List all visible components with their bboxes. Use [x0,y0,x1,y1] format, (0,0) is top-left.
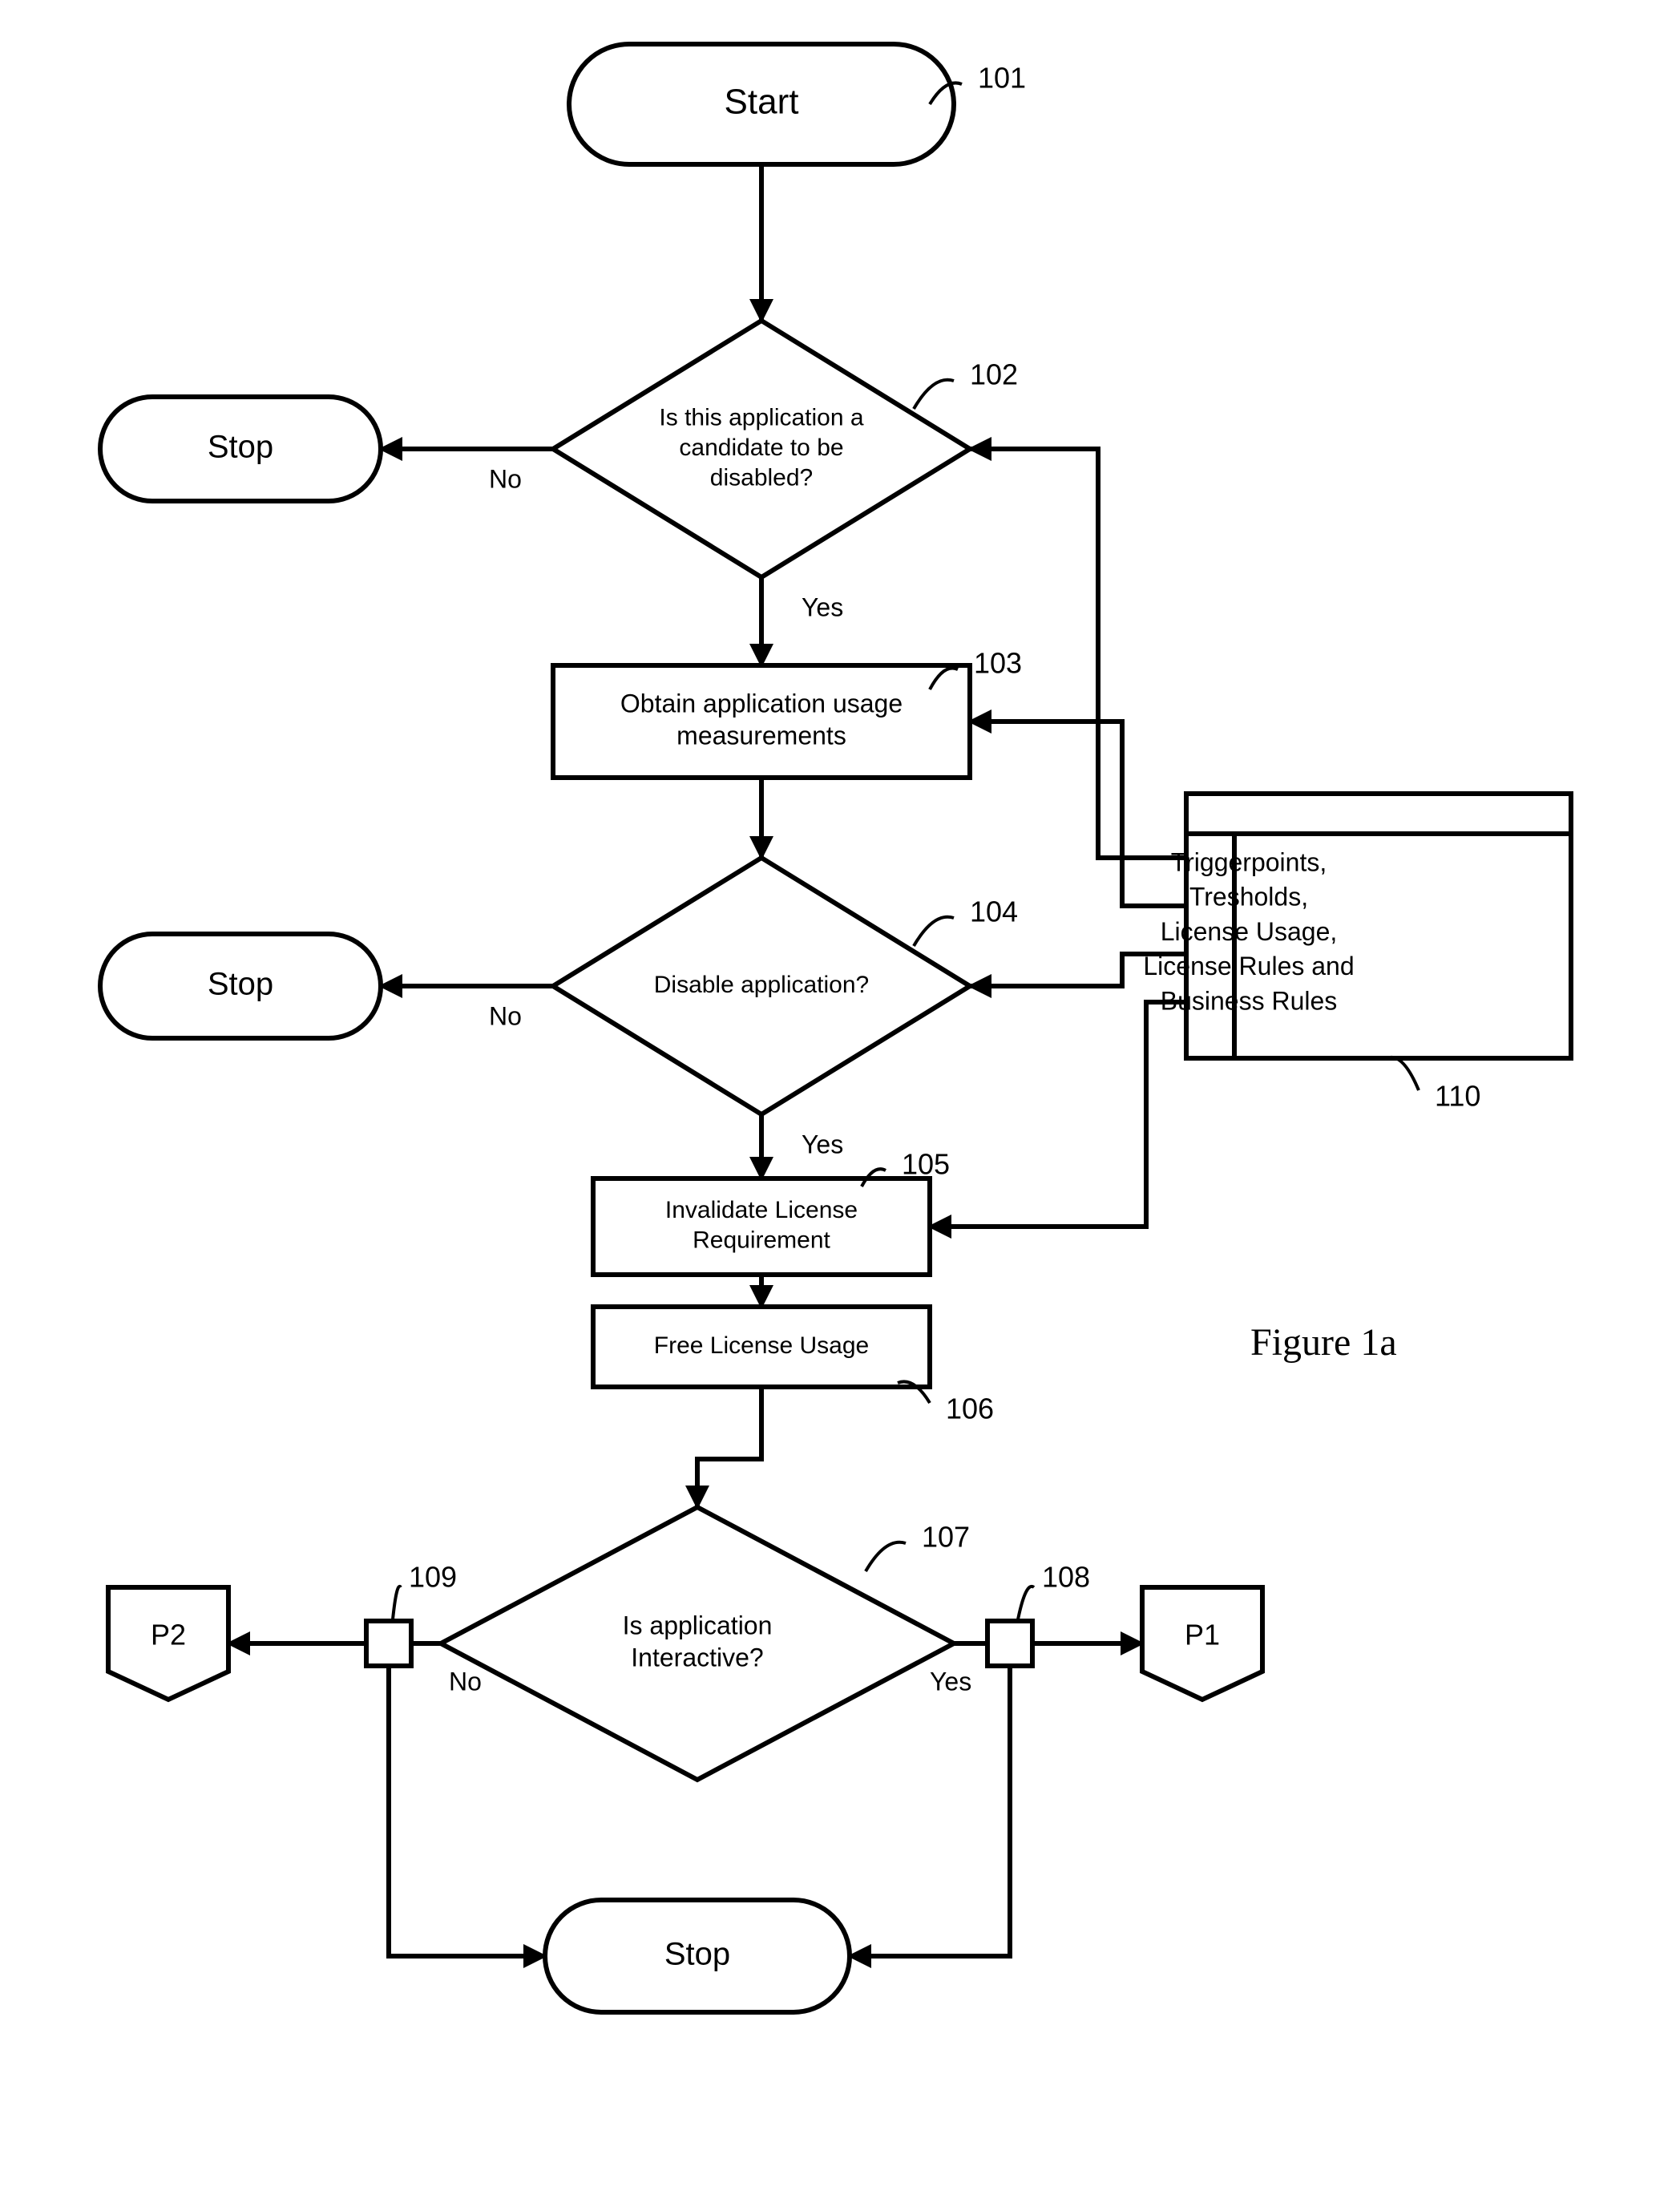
d104-text: Disable application? [654,972,870,998]
p105-text: Invalidate License [665,1197,858,1223]
c108-connector [987,1621,1032,1666]
edge-label: Yes [930,1667,971,1696]
edge-label: No [489,464,522,493]
figure-title: Figure 1a [1250,1321,1397,1364]
d107-text: Interactive? [631,1643,763,1672]
p1-label: P1 [1185,1619,1220,1651]
ref-102: 102 [970,358,1018,391]
edge-label: Yes [802,1130,843,1158]
edge-label: Yes [802,592,843,621]
ref-110: 110 [1435,1080,1480,1113]
edge-label: No [449,1667,482,1696]
d107-text: Is application [623,1611,773,1639]
ref-104: 104 [970,895,1018,928]
data110-text: License Rules and [1143,952,1354,980]
flow-edge [389,1666,545,1956]
data110-text: Business Rules [1161,986,1338,1015]
ref-108: 108 [1042,1561,1090,1594]
ref-109: 109 [409,1561,457,1594]
flow-edge [850,1666,1010,1956]
stop1-label: Stop [208,430,273,465]
ref-leader [914,380,954,409]
flow-edge [970,722,1186,906]
start-label: Start [725,83,799,122]
ref-leader [866,1542,906,1571]
ref-103: 103 [974,647,1022,680]
ref-leader [914,917,954,946]
d102-text: candidate to be [679,435,843,461]
flow-edge [930,1002,1186,1227]
stop2-label: Stop [208,967,273,1002]
ref-101: 101 [978,62,1026,95]
edge-label: No [489,1001,522,1030]
data110-text: License Usage, [1161,917,1338,946]
ref-106: 106 [946,1393,994,1425]
ref-leader [393,1587,401,1619]
d102-text: disabled? [710,464,813,491]
p103-text: Obtain application usage [620,689,903,718]
ref-105: 105 [902,1148,950,1181]
ref-leader [1018,1587,1034,1619]
ref-leader [1387,1057,1419,1090]
data110-text: Triggerpoints, [1171,847,1327,876]
p105-text: Requirement [693,1227,830,1254]
p103-text: measurements [676,721,846,750]
flow-edge [697,1387,761,1507]
p2-label: P2 [151,1619,186,1651]
data110-text: Tresholds, [1189,883,1308,912]
c109-connector [366,1621,411,1666]
p106-text: Free License Usage [654,1332,869,1359]
d102-text: Is this application a [659,404,863,431]
ref-107: 107 [922,1521,970,1554]
stop3-label: Stop [664,1937,730,1972]
